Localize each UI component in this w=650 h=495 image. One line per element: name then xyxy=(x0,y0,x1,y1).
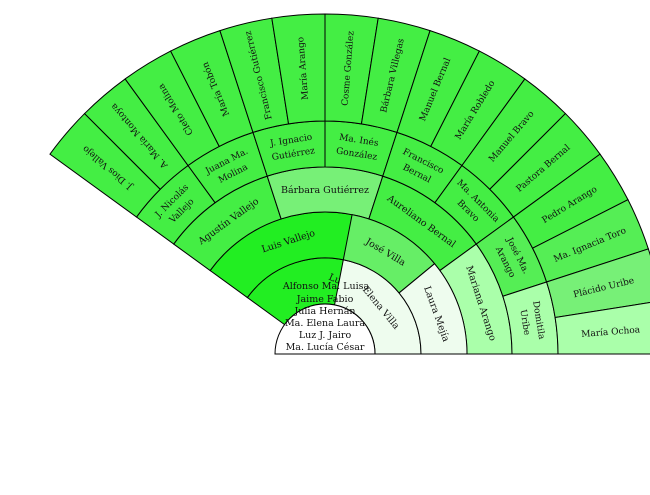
center-name-line: Ma. Lucía César xyxy=(286,342,365,353)
center-name-line: Jaime Fabio xyxy=(296,294,354,305)
center-name-line: Alfonso Ma. Luisa xyxy=(282,281,370,292)
person-name: María Ochoa xyxy=(581,324,641,340)
maternal-gen2-sector xyxy=(398,262,468,355)
center-name-line: Ma. Elena Laura xyxy=(285,318,365,329)
paternal-ancestors: Luis VallejoLuis VallejoJulia BernalAgus… xyxy=(49,13,650,355)
paternal-gen5-sector xyxy=(554,302,650,355)
center-descendants: Alfonso Ma. Luisa Jaime Fabio Julia Hern… xyxy=(274,281,376,355)
center-name-line: Luz J. Jairo xyxy=(299,330,352,341)
paternal-gen5-label: María Arango xyxy=(295,36,311,100)
paternal-gen5-label: María Ochoa xyxy=(581,324,641,340)
person-name: Uribe xyxy=(517,309,531,336)
person-name: María Arango xyxy=(295,36,311,100)
center-disc xyxy=(274,303,376,355)
center-name-line: Julia Hernán xyxy=(293,306,355,317)
paternal-gen3-label: Bárbara Gutiérrez xyxy=(281,185,369,196)
person-name: Bárbara Gutiérrez xyxy=(281,185,369,196)
